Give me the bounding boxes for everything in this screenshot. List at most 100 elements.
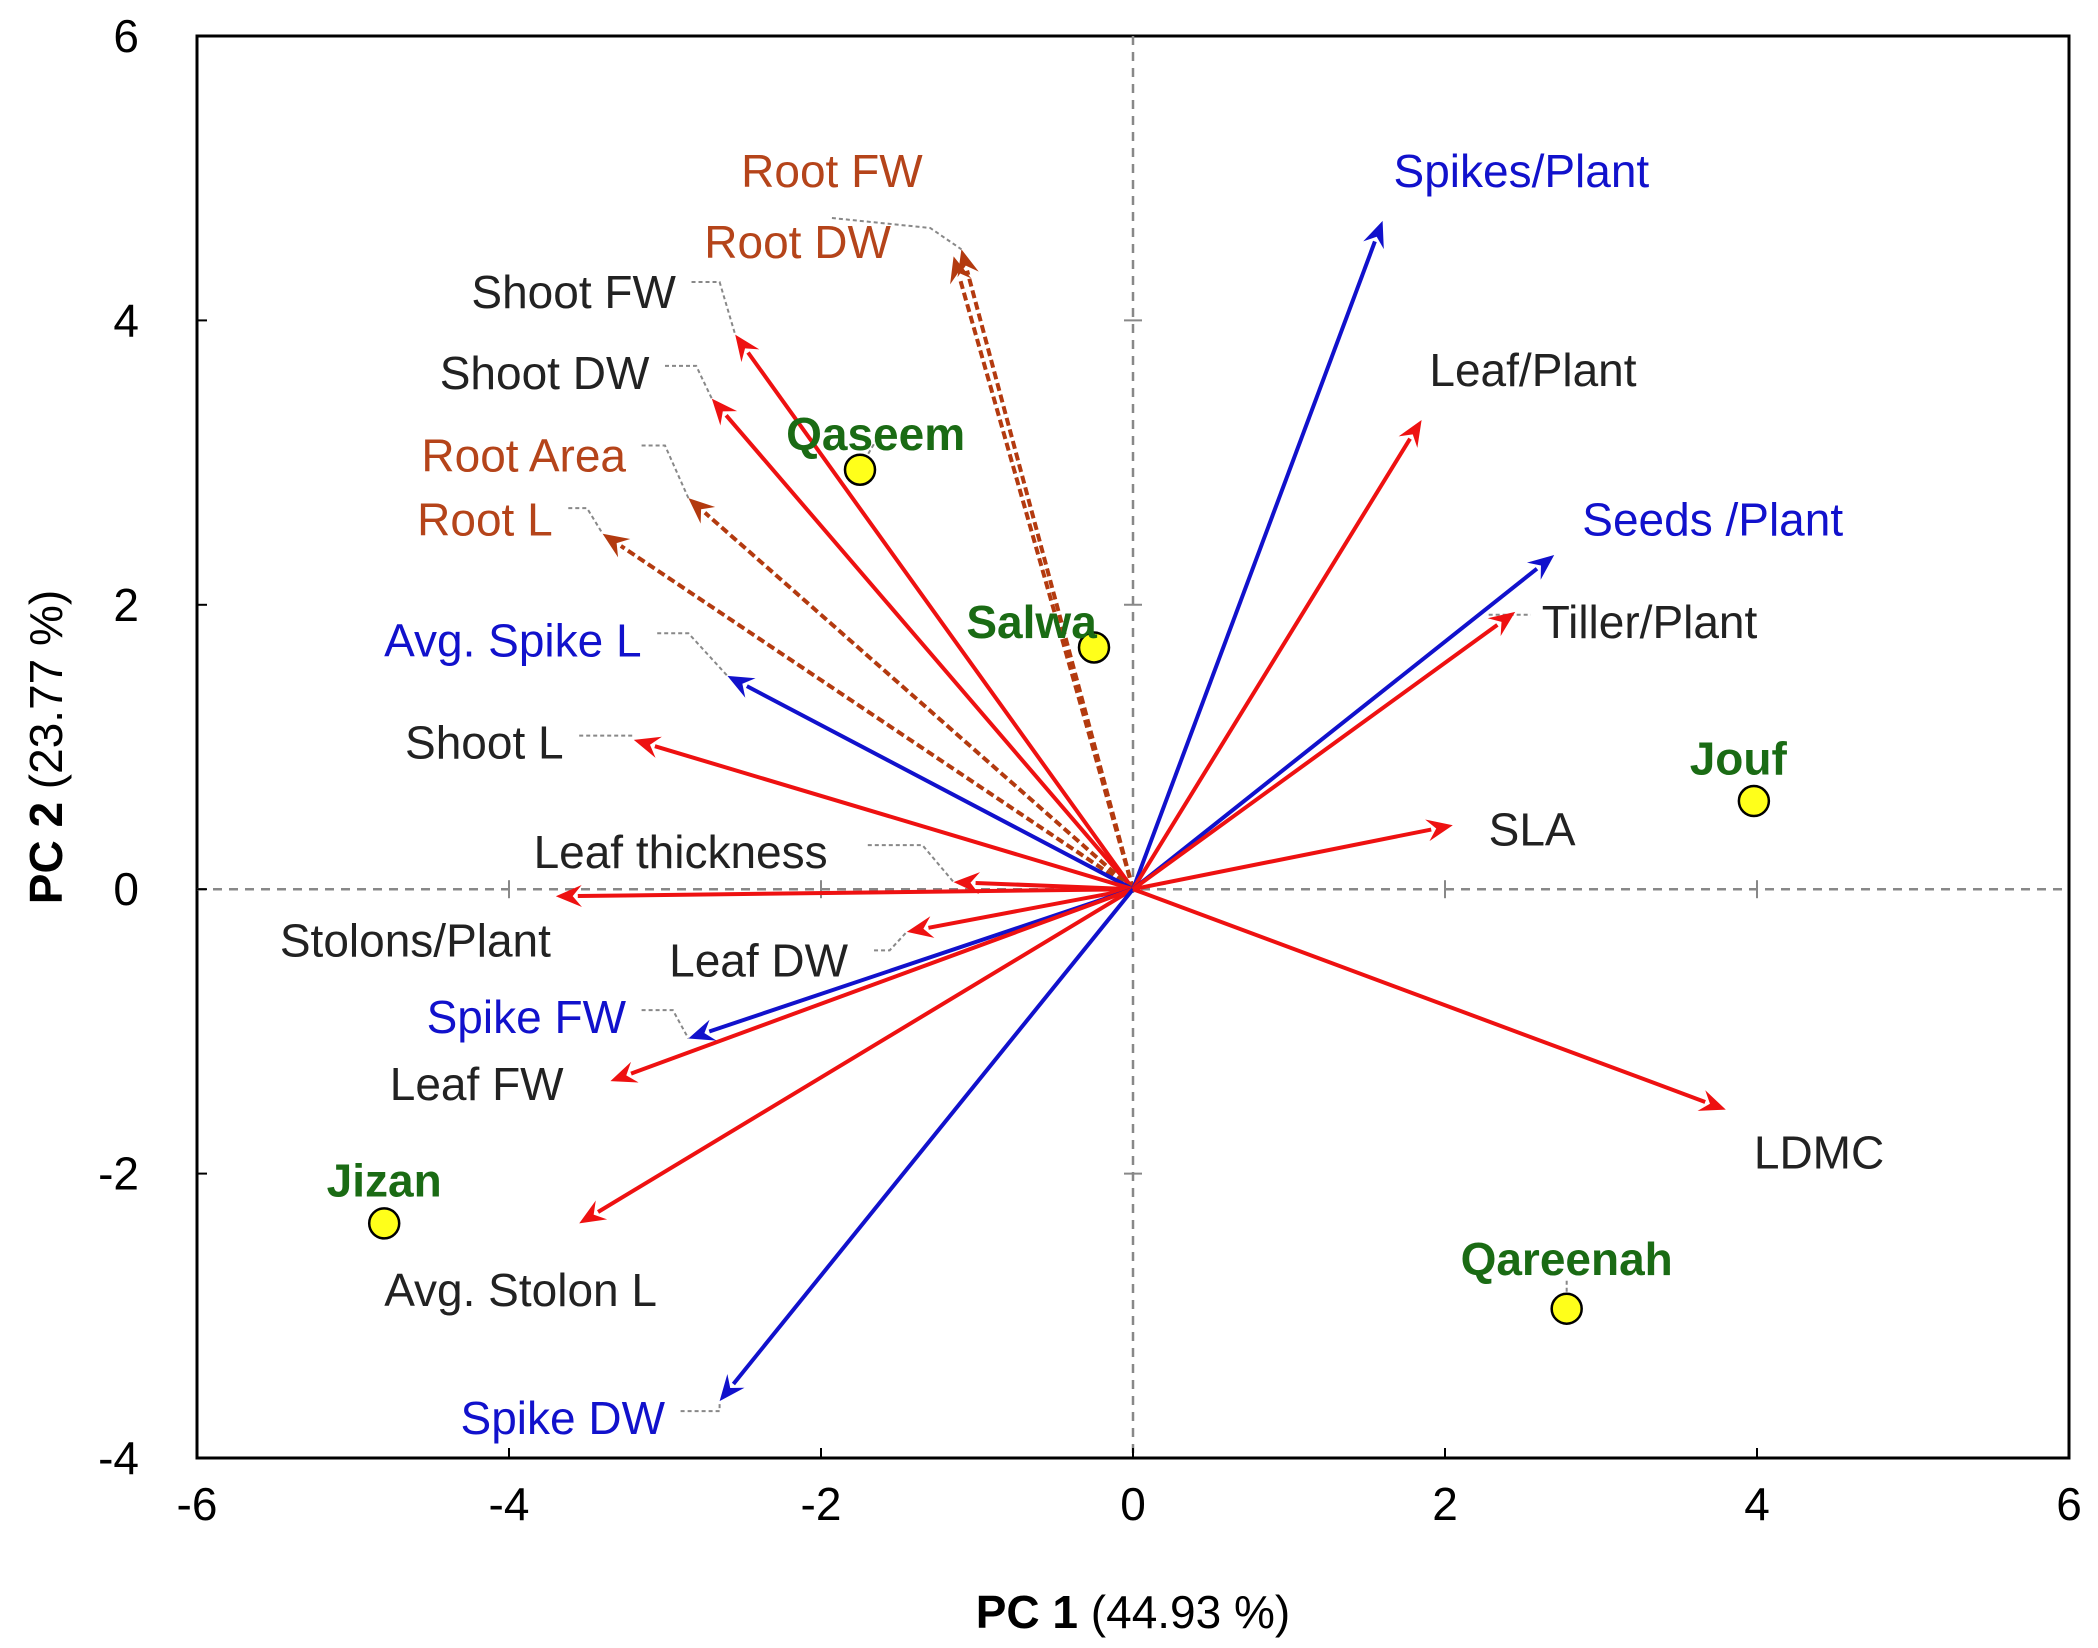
- arrowhead-avg-stolon-l: [579, 1200, 608, 1224]
- arrow-avg-stolon-l: [597, 887, 1135, 1214]
- y-tick-label: 6: [113, 10, 139, 62]
- loading-leaf-thickness-leader-line: [867, 844, 955, 883]
- x-axis-title: PC 1 (44.93 %): [976, 1586, 1290, 1638]
- arrowhead-avg-spike-l: [727, 675, 756, 698]
- arrowhead-shoot-dw: [711, 398, 738, 426]
- loading-root-l-leader-line: [568, 507, 604, 535]
- label-sla: SLA: [1489, 803, 1576, 855]
- arrowhead-root-l: [602, 533, 631, 558]
- x-tick-label: -2: [801, 1478, 842, 1530]
- arrow-spikes-plant: [1131, 240, 1377, 890]
- arrow-root-dw: [957, 277, 1135, 890]
- label-spikes-plant: Spikes/Plant: [1394, 145, 1650, 197]
- y-axis-title: PC 2 (23.77 %): [20, 590, 72, 904]
- y-axis-title-bold: PC 2: [20, 802, 72, 904]
- label-shoot-l: Shoot L: [405, 717, 564, 769]
- arrow-seeds-plant: [1131, 567, 1539, 891]
- label-root-l: Root L: [417, 493, 553, 545]
- loading-root-area-leader-line: [641, 444, 690, 499]
- arrowhead-sla: [1425, 819, 1453, 842]
- arrowhead-ldmc: [1697, 1090, 1726, 1111]
- arrowhead-tiller-plant: [1487, 611, 1516, 637]
- label-root-fw: Root FW: [741, 145, 923, 197]
- label-leader-lines: [568, 217, 1568, 1413]
- point-jizan: [367, 1207, 401, 1240]
- loading-shoot-fw-leader-line: [691, 281, 737, 335]
- arrow-spike-dw: [731, 887, 1135, 1386]
- y-tick-label: 4: [113, 294, 139, 346]
- arrowhead-root-dw: [950, 256, 972, 285]
- arrow-leaf-plant: [1131, 437, 1412, 891]
- y-tick-label: -2: [98, 1148, 139, 1200]
- label-shoot-fw: Shoot FW: [471, 266, 676, 318]
- site-label-qareenah: Qareenah: [1461, 1233, 1673, 1285]
- y-tick-label: 0: [113, 863, 139, 915]
- y-axis-title-percent: (23.77 %): [20, 590, 72, 802]
- label-stolons-plant: Stolons/Plant: [280, 914, 551, 966]
- label-seeds-plant: Seeds /Plant: [1582, 493, 1843, 545]
- arrowhead-leaf-dw: [906, 916, 935, 938]
- label-root-dw: Root DW: [704, 216, 891, 268]
- loading-leaf-dw-leader-line: [874, 931, 908, 952]
- label-shoot-dw: Shoot DW: [440, 347, 650, 399]
- loading-spike-dw-leader-line: [680, 1401, 721, 1413]
- arrowhead-seeds-plant: [1526, 555, 1555, 580]
- point-salwa: [1077, 631, 1111, 664]
- x-tick-label: 4: [1744, 1478, 1770, 1530]
- arrowhead-stolons-plant: [555, 884, 582, 907]
- loading-arrows: [555, 220, 1726, 1402]
- x-tick-label: -4: [489, 1478, 530, 1530]
- label-leaf-thickness: Leaf thickness: [534, 826, 828, 878]
- arrowhead-shoot-fw: [735, 334, 760, 363]
- loading-avg-spike-l-leader-line: [657, 632, 729, 677]
- axis-ticks: -6 -4 -2 0 2 4 6 -4 -2 0 2 4 6: [98, 10, 2082, 1530]
- arrowhead-leaf-thickness: [953, 872, 981, 895]
- arrow-ldmc: [1132, 887, 1706, 1104]
- x-tick-label: 2: [1432, 1478, 1458, 1530]
- point-qaseem: [843, 453, 877, 486]
- arrowhead-shoot-l: [633, 736, 662, 758]
- arrow-root-fw: [965, 270, 1135, 890]
- label-avg-stolon-l: Avg. Stolon L: [384, 1264, 657, 1316]
- label-spike-dw: Spike DW: [461, 1392, 666, 1444]
- y-tick-label: -4: [98, 1432, 139, 1484]
- arrow-shoot-dw: [724, 413, 1135, 891]
- label-spike-fw: Spike FW: [427, 991, 627, 1043]
- site-label-qaseem: Qaseem: [786, 408, 965, 460]
- label-root-area: Root Area: [421, 429, 626, 481]
- arrow-root-area: [703, 511, 1135, 891]
- arrowhead-leaf-fw: [610, 1061, 639, 1083]
- arrow-shoot-l: [654, 744, 1134, 892]
- arrow-stolons-plant: [577, 887, 1134, 899]
- label-tiller-plant: Tiller/Plant: [1542, 596, 1758, 648]
- label-leaf-plant: Leaf/Plant: [1429, 344, 1636, 396]
- arrow-leaf-dw: [928, 887, 1134, 930]
- site-label-jizan: Jizan: [327, 1155, 442, 1207]
- y-tick-label: 2: [113, 579, 139, 631]
- label-leaf-fw: Leaf FW: [390, 1058, 564, 1110]
- x-tick-label: 6: [2056, 1478, 2082, 1530]
- x-tick-label: 0: [1120, 1478, 1146, 1530]
- x-axis-title-bold: PC 1: [976, 1586, 1078, 1638]
- arrowhead-spikes-plant: [1363, 220, 1384, 250]
- arrow-spike-fw: [708, 887, 1134, 1034]
- arrow-root-l: [619, 544, 1135, 891]
- arrow-avg-spike-l: [745, 684, 1134, 891]
- arrowhead-root-area: [688, 498, 716, 524]
- arrow-shoot-fw: [746, 351, 1135, 891]
- loading-spike-fw-leader-line: [641, 1009, 690, 1039]
- arrowhead-leaf-plant: [1398, 419, 1422, 448]
- label-leaf-dw: Leaf DW: [669, 934, 849, 986]
- loading-labels: Root FW Root DW Shoot FW Shoot DW Root Area R…: [280, 145, 1884, 1444]
- site-label-jouf: Jouf: [1690, 732, 1788, 784]
- arrowhead-spike-fw: [688, 1019, 717, 1041]
- arrow-tiller-plant: [1131, 623, 1499, 891]
- label-avg-spike-l: Avg. Spike L: [384, 614, 641, 666]
- arrow-sla: [1132, 827, 1432, 892]
- score-points: [367, 453, 1771, 1325]
- arrow-leaf-fw: [630, 887, 1134, 1076]
- label-ldmc: LDMC: [1754, 1126, 1884, 1178]
- x-axis-title-percent: (44.93 %): [1078, 1586, 1290, 1638]
- score-labels: Qaseem Salwa Jouf Jizan Qareenah: [327, 408, 1788, 1285]
